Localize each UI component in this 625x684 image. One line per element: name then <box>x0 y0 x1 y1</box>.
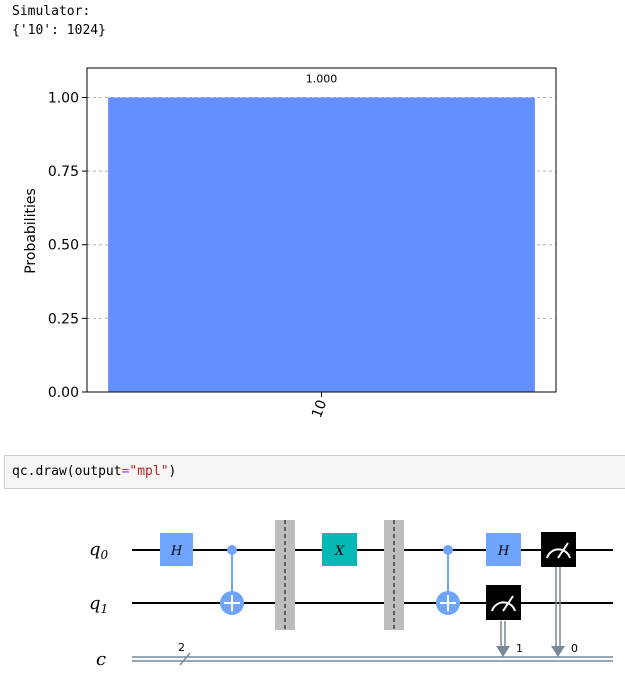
classical-wire <box>132 656 613 662</box>
code-suffix: ) <box>168 464 177 479</box>
counts-text: {'10': 1024} <box>12 23 106 38</box>
x-ticks: 10 <box>309 392 330 420</box>
wire-label-c: c <box>96 649 106 670</box>
y-axis-label: Probabilities <box>23 188 39 274</box>
bars: 1.000 <box>108 72 535 393</box>
quantum-circuit: q0 q1 c 2 H X H <box>89 520 613 670</box>
code-cell[interactable]: qc.draw(output="mpl") <box>4 455 625 489</box>
x-gate <box>322 533 357 566</box>
code-prefix: qc.draw(output <box>12 464 122 479</box>
cx-gate <box>220 545 244 615</box>
y-tick-label: 1.00 <box>48 90 79 106</box>
barrier <box>384 520 404 630</box>
x-gate-label: X <box>334 544 345 559</box>
measure-bit-label-1: 1 <box>516 642 523 655</box>
code-string: "mpl" <box>129 464 169 479</box>
y-tick-label: 0.75 <box>48 164 79 180</box>
h-gate-label: H <box>497 544 510 559</box>
barrier <box>275 520 295 630</box>
bar <box>108 97 535 393</box>
h-gate <box>486 533 521 566</box>
classical-width-label: 2 <box>178 641 185 654</box>
h-gate <box>160 533 193 566</box>
code-line[interactable]: qc.draw(output="mpl") <box>12 464 176 479</box>
x-tick-label: 10 <box>309 398 330 420</box>
simulator-output: Simulator: {'10': 1024} <box>12 2 106 40</box>
y-tick-label: 0.25 <box>48 311 79 327</box>
y-tick-label: 0.00 <box>48 385 79 401</box>
wire-label-q0: q0 <box>89 539 109 562</box>
wire-label-q1: q1 <box>89 593 108 616</box>
code-operator: = <box>121 464 130 479</box>
measure-q1 <box>486 585 521 657</box>
h-gate-label: H <box>170 544 183 559</box>
cx-gate <box>436 545 460 615</box>
probability-histogram: 1.000 0.00 0.25 0.50 0.75 1.00 10 Probabilit… <box>23 67 557 420</box>
y-tick-label: 0.50 <box>48 238 79 254</box>
measure-q0 <box>541 532 576 657</box>
bus-slash <box>179 652 191 666</box>
measure-bit-label-0: 0 <box>571 642 578 655</box>
simulator-label: Simulator: <box>12 4 91 19</box>
y-ticks: 0.00 0.25 0.50 0.75 1.00 <box>48 90 87 401</box>
bar-data-label: 1.000 <box>306 72 338 85</box>
